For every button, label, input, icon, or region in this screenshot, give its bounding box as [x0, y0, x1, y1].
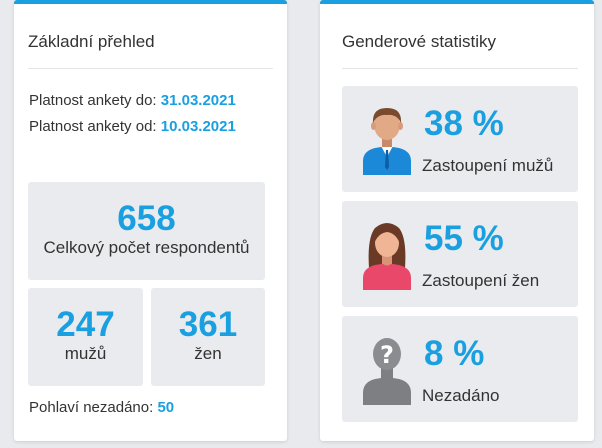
valid-to-value: 31.03.2021: [160, 92, 236, 109]
men-share-label: Zastoupení mužů: [422, 156, 554, 175]
women-share-box: 55 % Zastoupení žen: [342, 201, 578, 307]
women-count-value: 361: [178, 305, 238, 344]
unspecified-label: Pohlaví nezadáno:: [29, 399, 154, 416]
men-count-label: mužů: [64, 344, 107, 363]
unspecified-value: 50: [157, 399, 175, 416]
men-share-box: 38 % Zastoupení mužů: [342, 86, 578, 192]
unspecified-share-percent: 8 %: [424, 334, 485, 373]
female-person-icon: [363, 223, 411, 290]
women-share-label: Zastoupení žen: [422, 271, 540, 290]
gender-stats-title: Genderové statistiky: [342, 32, 497, 51]
women-share-percent: 55 %: [424, 219, 504, 258]
women-count-label: žen: [194, 344, 222, 363]
overview-title: Základní přehled: [28, 32, 155, 51]
men-count-value: 247: [56, 305, 115, 344]
men-count-box: 247 mužů: [28, 288, 143, 386]
male-person-icon: [363, 108, 411, 175]
total-respondents-box: 658 Celkový počet respondentů: [28, 182, 265, 280]
total-respondents-label: Celkový počet respondentů: [43, 238, 250, 257]
valid-from-value: 10.03.2021: [160, 118, 236, 135]
unspecified-row: Pohlaví nezadáno: 50: [29, 399, 174, 416]
gender-stats-card: Genderové statistiky 38 % Zastoupení muž…: [320, 0, 594, 441]
svg-text:?: ?: [380, 341, 394, 369]
unspecified-share-label: Nezadáno: [422, 386, 500, 405]
valid-from-label: Platnost ankety od:: [29, 118, 157, 135]
valid-to-row: Platnost ankety do: 31.03.2021: [29, 92, 236, 109]
unknown-person-icon: ?: [363, 338, 411, 405]
overview-divider: [28, 68, 273, 69]
total-respondents-value: 658: [117, 199, 176, 238]
valid-from-row: Platnost ankety od: 10.03.2021: [29, 118, 236, 135]
men-share-percent: 38 %: [424, 104, 504, 143]
women-count-box: 361 žen: [151, 288, 265, 386]
valid-to-label: Platnost ankety do:: [29, 92, 157, 109]
unspecified-share-box: ? 8 % Nezadáno: [342, 316, 578, 422]
overview-card: Základní přehled Platnost ankety do: 31.…: [14, 0, 287, 441]
gender-stats-divider: [342, 68, 578, 69]
